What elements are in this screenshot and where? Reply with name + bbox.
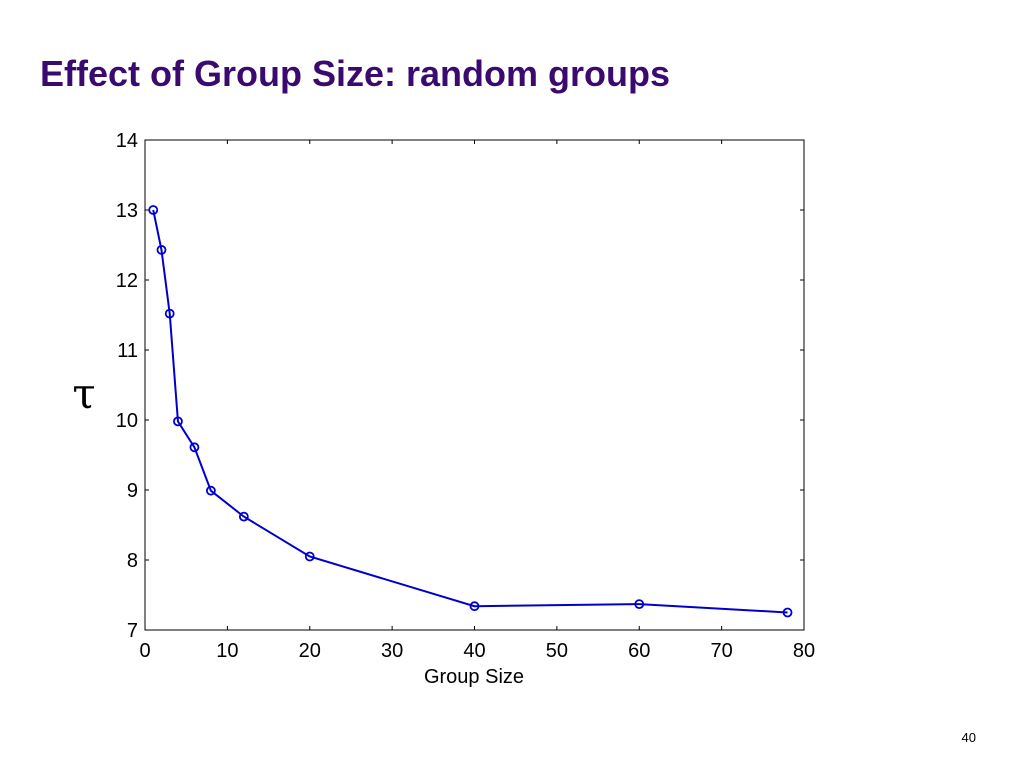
data-point (189, 442, 200, 453)
y-tick-label: 8 (127, 550, 138, 572)
data-point (304, 551, 315, 562)
data-point (164, 308, 175, 319)
data-point (634, 599, 645, 609)
x-tick-label: 40 (463, 640, 485, 662)
data-point (156, 244, 167, 255)
y-tick-labels: 7 8 9 10 11 12 13 14 (116, 130, 138, 642)
plot-area-frame (144, 139, 805, 631)
x-tick-label: 80 (793, 640, 815, 662)
y-axis-label: τ (72, 369, 95, 418)
tick-marks (144, 139, 805, 631)
x-tick-label: 70 (711, 640, 733, 662)
y-tick-label: 10 (116, 410, 138, 432)
x-axis-label: Group Size (424, 666, 524, 688)
x-tick-labels: 0 10 20 30 40 50 60 70 80 (139, 640, 815, 662)
y-tick-label: 7 (127, 620, 138, 642)
page-number: 40 (961, 730, 976, 745)
slide-title: Effect of Group Size: random groups (40, 53, 671, 94)
x-tick-label: 30 (381, 640, 403, 662)
data-point (173, 416, 183, 427)
x-tick-label: 50 (546, 640, 568, 662)
y-tick-label: 9 (127, 480, 138, 502)
x-tick-label: 60 (628, 640, 650, 662)
data-point (205, 485, 216, 496)
series-line (152, 209, 788, 614)
y-tick-label: 12 (116, 270, 138, 292)
x-tick-label: 20 (299, 640, 321, 662)
x-tick-label: 10 (216, 640, 238, 662)
x-tick-label: 0 (139, 640, 150, 662)
y-tick-label: 13 (116, 200, 138, 222)
series-layer (148, 205, 793, 618)
y-tick-label: 14 (116, 130, 138, 152)
data-point (782, 607, 793, 618)
data-point (469, 601, 480, 612)
y-tick-label: 11 (117, 340, 138, 362)
data-point (238, 511, 249, 522)
data-point (148, 205, 159, 215)
